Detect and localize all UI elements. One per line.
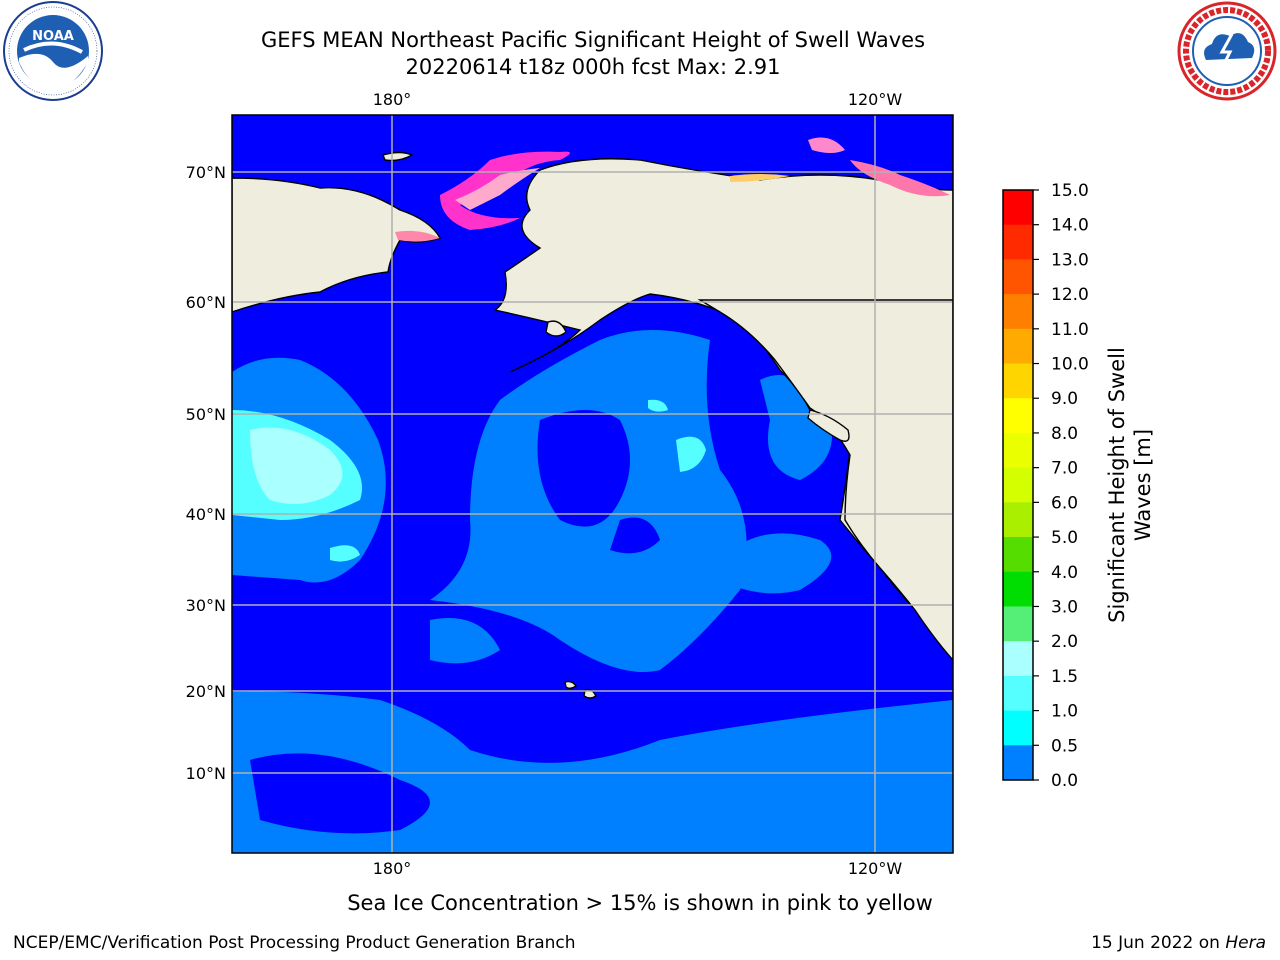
lon-label-bottom-120w: 120°W <box>848 859 903 878</box>
colorbar-tick-label: 10.0 <box>1051 355 1089 375</box>
colorbar-segment <box>1003 259 1033 295</box>
colorbar-segment <box>1003 432 1033 469</box>
colorbar-tick-label: 12.0 <box>1051 285 1089 305</box>
colorbar-segment <box>1003 363 1033 399</box>
map-area <box>232 115 953 853</box>
colorbar-tick-label: 0.0 <box>1051 771 1078 791</box>
colorbar-segment <box>1003 537 1033 573</box>
swell-2-0-to-3-0-core <box>250 427 343 504</box>
colorbar-segment <box>1003 224 1033 260</box>
colorbar-segment <box>1003 294 1033 330</box>
colorbar-tick-label: 4.0 <box>1051 563 1078 583</box>
colorbar-tick-label: 1.5 <box>1051 667 1078 687</box>
colorbar-segment <box>1003 467 1033 503</box>
chart-title-line2: 20220614 t18z 000h fcst Max: 2.91 <box>405 55 781 79</box>
lat-label-50n: 50°N <box>186 405 226 424</box>
chart-title-line1: GEFS MEAN Northeast Pacific Significant … <box>260 28 926 52</box>
colorbar: 15.0 14.0 13.0 12.0 11.0 10.0 9.0 8.0 7.0 6.0 5.0 4… <box>1002 181 1089 791</box>
colorbar-tick-label: 1.0 <box>1051 702 1078 722</box>
colorbar-title: Significant Height of Swell Waves [m] <box>1105 347 1155 623</box>
lat-label-70n: 70°N <box>186 163 226 182</box>
colorbar-tick-label: 5.0 <box>1051 528 1078 548</box>
footer-host: Hera <box>1225 933 1266 953</box>
lat-label-60n: 60°N <box>186 293 226 312</box>
colorbar-segment <box>1003 745 1033 781</box>
colorbar-segment <box>1003 398 1033 434</box>
colorbar-segment <box>1003 606 1033 642</box>
noaa-logo: NOAA <box>3 1 103 101</box>
lat-label-20n: 20°N <box>186 682 226 701</box>
colorbar-tick-label: 13.0 <box>1051 250 1089 270</box>
colorbar-tick-label: 0.5 <box>1051 736 1078 756</box>
colorbar-tick-label: 8.0 <box>1051 424 1078 444</box>
graticule-lines <box>232 115 953 853</box>
colorbar-tick-label: 2.0 <box>1051 632 1078 652</box>
colorbar-segment <box>1003 710 1033 746</box>
map-frame <box>231 114 954 854</box>
colorbar-tick-label: 7.0 <box>1051 459 1078 479</box>
colorbar-tick-label: 15.0 <box>1051 181 1089 201</box>
colorbar-segment <box>1003 328 1033 365</box>
noaa-logo-text: NOAA <box>32 29 74 44</box>
colorbar-segment <box>1003 571 1033 607</box>
lon-label-bottom-180: 180° <box>373 859 412 878</box>
nws-logo <box>1177 1 1277 101</box>
colorbar-segment <box>1003 502 1033 538</box>
footer-date-text: 15 Jun 2022 on <box>1091 933 1226 953</box>
colorbar-segment <box>1003 675 1033 712</box>
lat-label-30n: 30°N <box>186 596 226 615</box>
colorbar-tick-label: 9.0 <box>1051 389 1078 409</box>
land-masses <box>232 115 953 699</box>
colorbar-segment <box>1003 190 1033 226</box>
colorbar-segment <box>1003 641 1033 677</box>
colorbar-tick-label: 6.0 <box>1051 493 1078 513</box>
colorbar-frame <box>1002 189 1034 781</box>
sea-ice-note: Sea Ice Concentration > 15% is shown in … <box>347 891 933 915</box>
footer-date: 15 Jun 2022 on Hera <box>1091 933 1266 953</box>
footer-credit: NCEP/EMC/Verification Post Processing Pr… <box>13 933 576 953</box>
lon-label-top-180: 180° <box>373 90 412 109</box>
lat-label-10n: 10°N <box>186 764 226 783</box>
colorbar-tick-label: 14.0 <box>1051 216 1089 236</box>
lon-label-top-120w: 120°W <box>848 90 903 109</box>
lat-label-40n: 40°N <box>186 505 226 524</box>
colorbar-tick-label: 3.0 <box>1051 597 1078 617</box>
colorbar-tick-label: 11.0 <box>1051 320 1089 340</box>
